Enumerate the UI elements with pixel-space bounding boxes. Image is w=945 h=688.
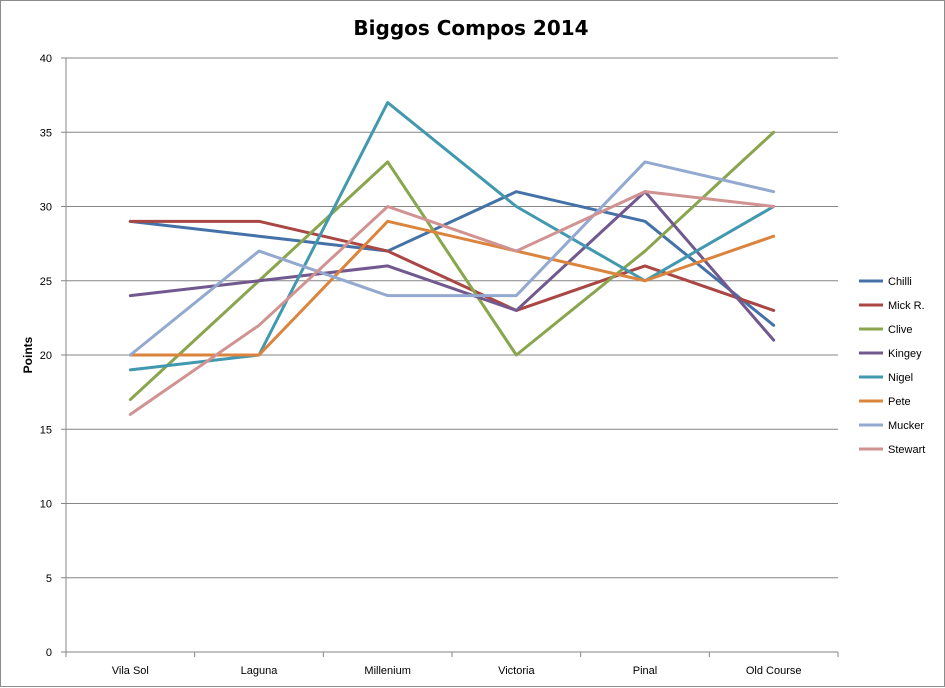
legend: Chilli Mick R. Clive Kingey Nigel Pete Mucker S…	[859, 276, 925, 456]
axes: 0 5 10 15 20 25 30 35 40 Vila Sol Laguna Millenium V…	[40, 53, 839, 677]
legend-label: Clive	[888, 324, 912, 336]
series-line-chilli	[128, 190, 776, 327]
x-tick-label: Millenium	[364, 665, 410, 677]
x-tick-label: Victoria	[498, 665, 535, 677]
legend-label: Mucker	[888, 420, 924, 432]
y-tick-label: 30	[40, 202, 52, 214]
legend-label: Stewart	[888, 444, 925, 456]
x-tick-label: Pinal	[633, 665, 657, 677]
series-line-stewart	[128, 190, 776, 416]
y-axis-label: Points	[21, 336, 35, 373]
series-line-nigel	[128, 101, 776, 372]
series-line-clive	[128, 130, 776, 402]
y-tick-label: 5	[46, 573, 52, 585]
series-line-pete	[128, 219, 776, 357]
x-tick-label: Laguna	[241, 665, 279, 677]
y-tick-label: 25	[40, 276, 52, 288]
y-tick-label: 35	[40, 127, 52, 139]
series-line-mucker	[128, 160, 776, 357]
series-line-kingey	[128, 190, 776, 342]
chart-title: Biggos Compos 2014	[353, 16, 588, 40]
legend-label: Nigel	[888, 372, 913, 384]
series-lines	[128, 101, 776, 416]
legend-label: Mick R.	[888, 300, 925, 312]
y-tick-label: 40	[40, 53, 52, 65]
legend-label: Chilli	[888, 276, 912, 288]
gridlines	[66, 57, 838, 579]
y-tick-label: 20	[40, 350, 52, 362]
x-tick-label: Vila Sol	[112, 665, 149, 677]
y-tick-label: 10	[40, 499, 52, 511]
y-tick-label: 0	[46, 647, 52, 659]
legend-label: Pete	[888, 396, 911, 408]
x-tick-label: Old Course	[746, 665, 802, 677]
y-tick-label: 15	[40, 424, 52, 436]
legend-label: Kingey	[888, 348, 922, 360]
